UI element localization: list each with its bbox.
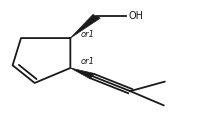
Polygon shape xyxy=(70,14,100,38)
Polygon shape xyxy=(70,68,95,79)
Text: or1: or1 xyxy=(81,57,95,66)
Text: or1: or1 xyxy=(81,30,95,39)
Text: OH: OH xyxy=(128,11,143,21)
